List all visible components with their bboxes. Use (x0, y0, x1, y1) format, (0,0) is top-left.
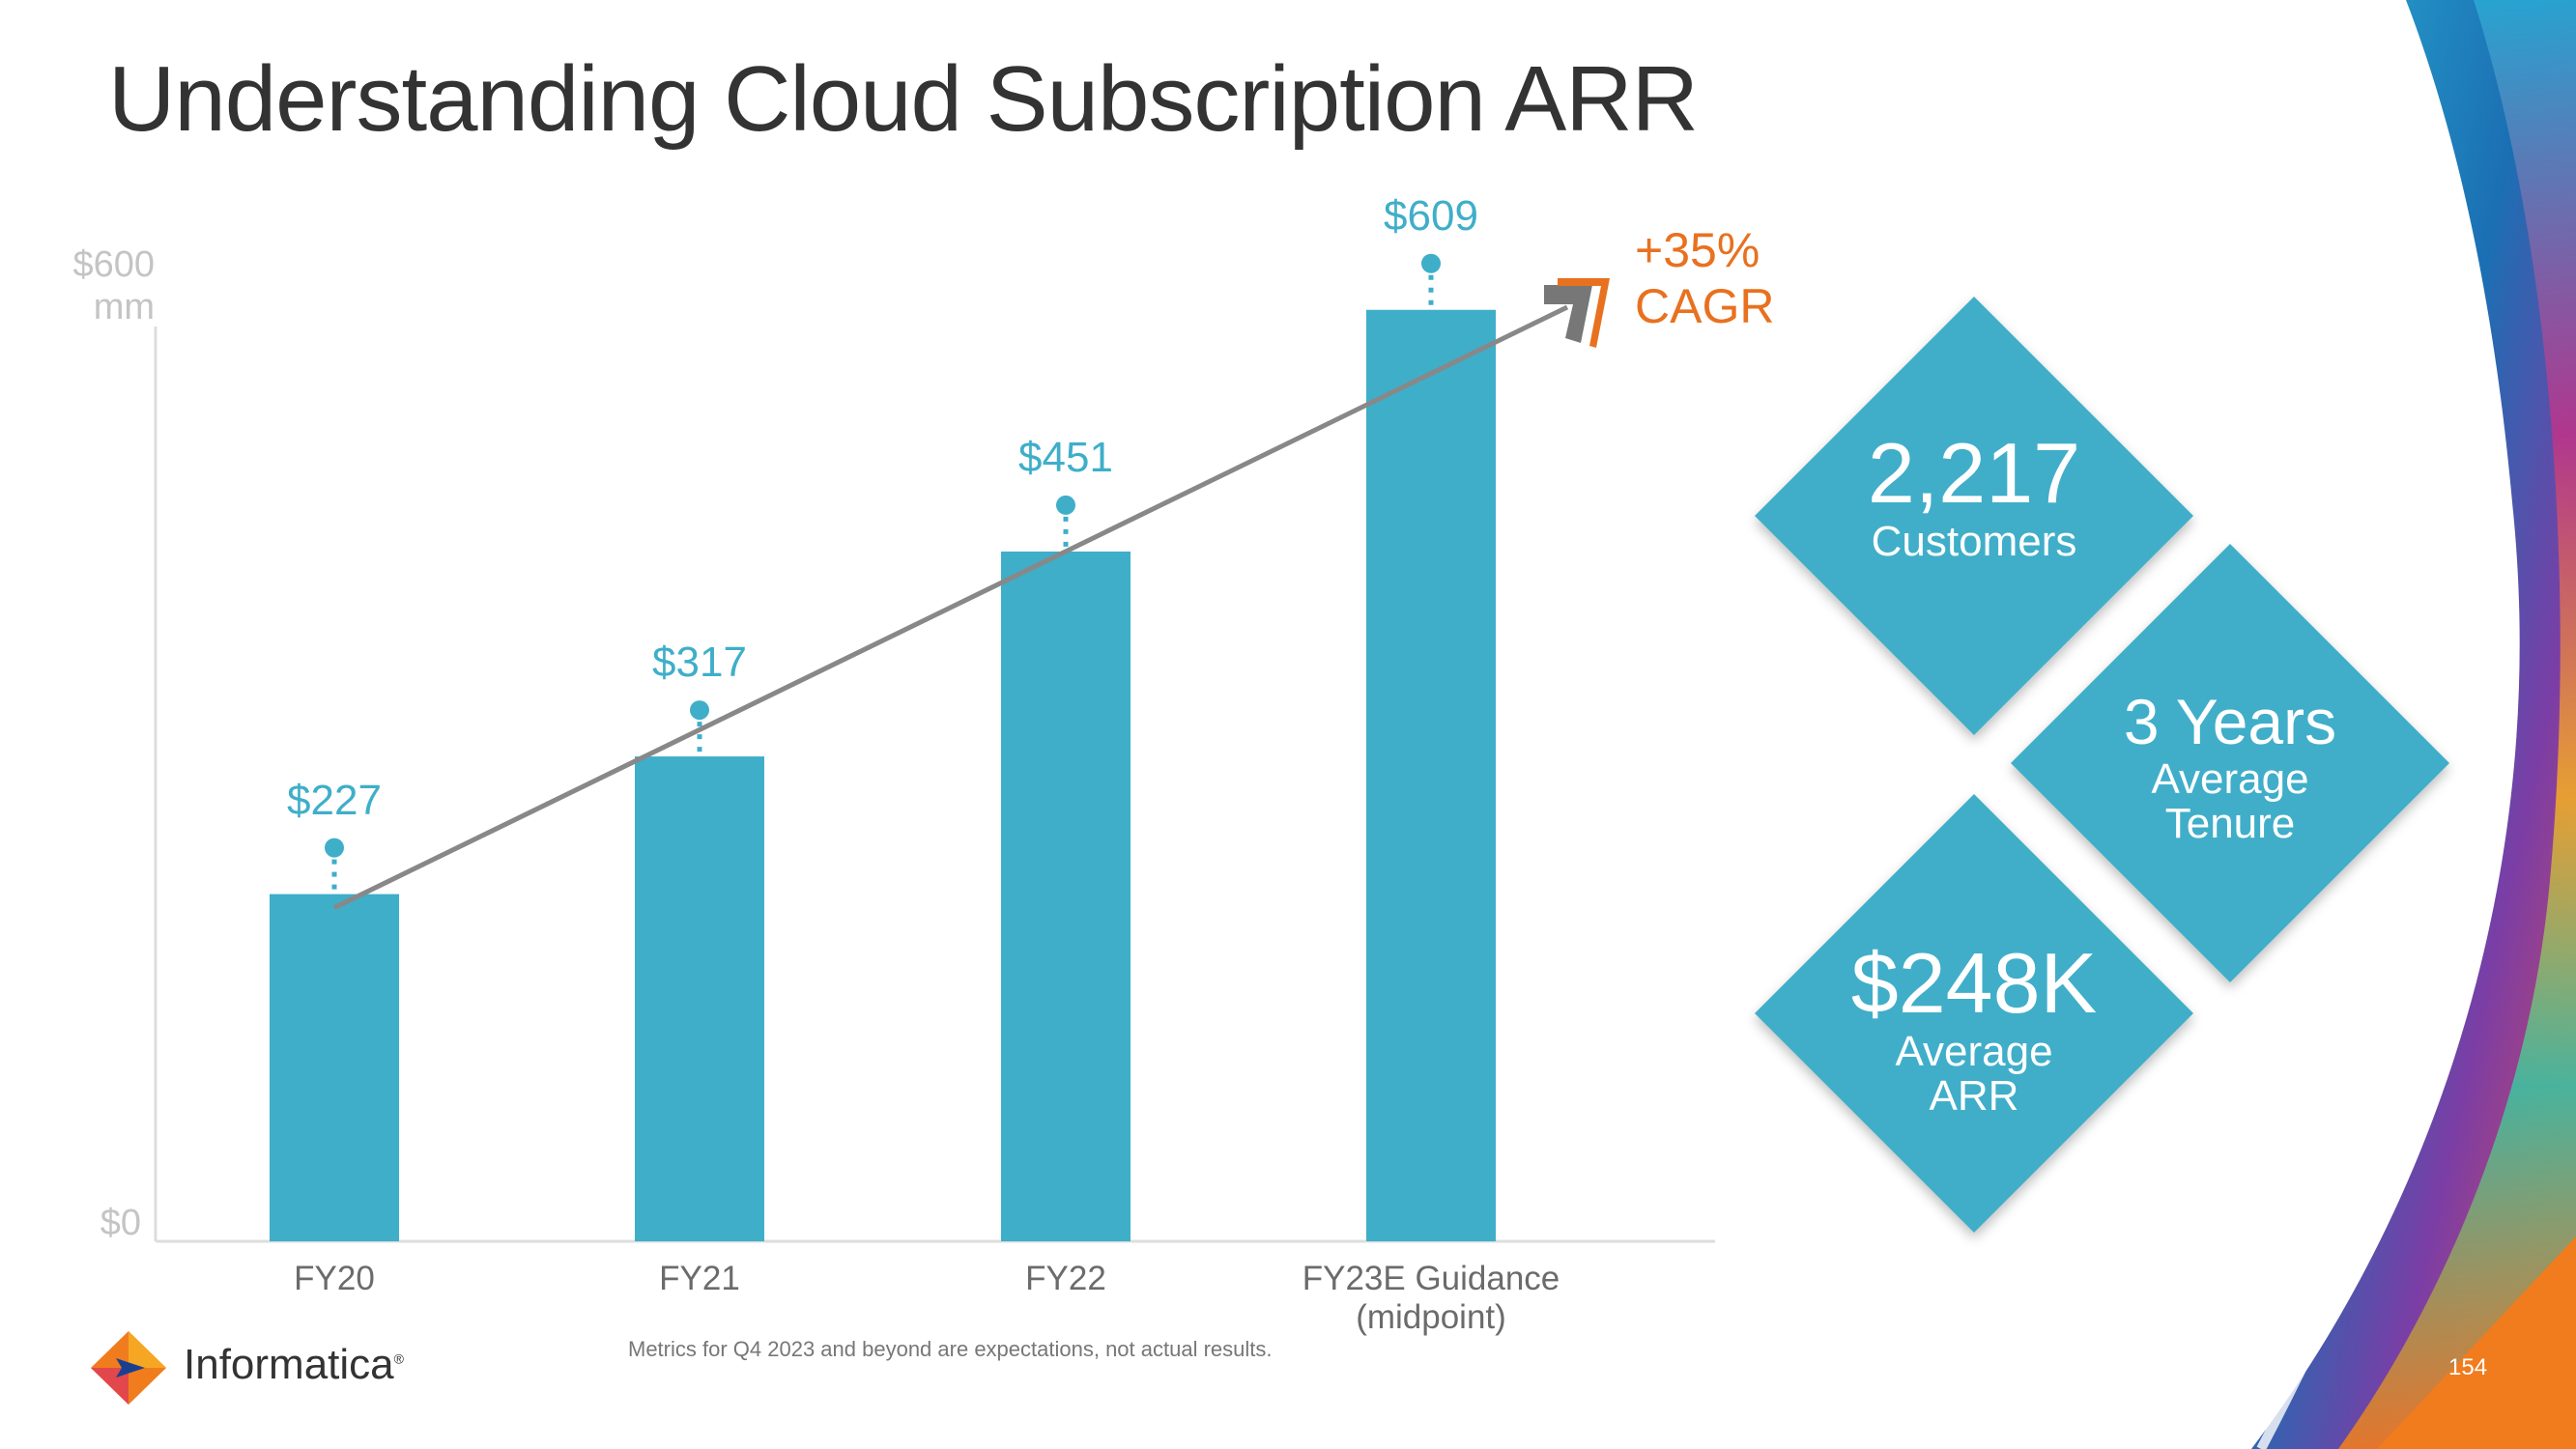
stat-tenure: 3 Years Average Tenure (2056, 686, 2404, 846)
value-pin-0 (325, 838, 344, 858)
diamond-customers (1755, 297, 2193, 735)
data-label-2: $451 (1018, 433, 1113, 481)
value-pin-3 (1421, 253, 1441, 273)
value-pin-2 (1056, 495, 1075, 515)
y-tick-label-top: $600 mm (39, 243, 155, 328)
stat-customers: 2,217 Customers (1800, 427, 2148, 564)
bar-3 (1366, 309, 1496, 1241)
cagr-annotation: +35% CAGR (1635, 222, 1774, 334)
stat-arr-label-1: Average (1895, 1028, 2053, 1075)
x-tick-label-1: FY21 (659, 1260, 740, 1297)
informatica-logo-icon (91, 1331, 166, 1405)
stat-tenure-label-1: Average (2151, 755, 2309, 803)
cagr-value: +35% (1635, 223, 1760, 277)
footnote: Metrics for Q4 2023 and beyond are expec… (628, 1337, 1273, 1361)
diamond-tenure (2011, 544, 2449, 982)
stat-arr: $248K Average ARR (1800, 937, 2148, 1119)
data-label-3: $609 (1384, 191, 1478, 240)
bar-0 (270, 894, 399, 1241)
brand-name-text: Informatica (184, 1341, 394, 1388)
brand-name: Informatica® (184, 1341, 404, 1389)
stat-tenure-label-2: Tenure (2164, 800, 2296, 847)
stat-tenure-value: 3 Years (2123, 686, 2337, 757)
trend-line (332, 304, 1569, 910)
y-tick-0: $0 (100, 1203, 141, 1243)
bar-1 (635, 756, 764, 1241)
stat-arr-value: $248K (1850, 935, 2098, 1031)
x-tick-label-2: FY22 (1025, 1260, 1106, 1297)
stat-arr-label-2: ARR (1929, 1072, 2019, 1120)
stat-customers-label: Customers (1871, 518, 2077, 565)
brand-registered-mark: ® (393, 1350, 404, 1367)
page-title: Understanding Cloud Subscription ARR (108, 47, 1699, 151)
diamond-arr (1755, 794, 2193, 1233)
cagr-label: CAGR (1635, 279, 1775, 333)
value-pin-1 (690, 700, 709, 721)
stat-customers-value: 2,217 (1867, 425, 2081, 521)
y-tick-600: $600 mm (72, 244, 155, 327)
x-tick-label-3: FY23E Guidance (midpoint) (1302, 1260, 1560, 1336)
data-label-0: $227 (287, 776, 382, 824)
data-label-1: $317 (652, 639, 747, 687)
arrow-icon (1544, 278, 1610, 348)
x-tick-label-0: FY20 (294, 1260, 375, 1297)
bar-2 (1001, 551, 1131, 1241)
page-number: 154 (2448, 1354, 2488, 1380)
